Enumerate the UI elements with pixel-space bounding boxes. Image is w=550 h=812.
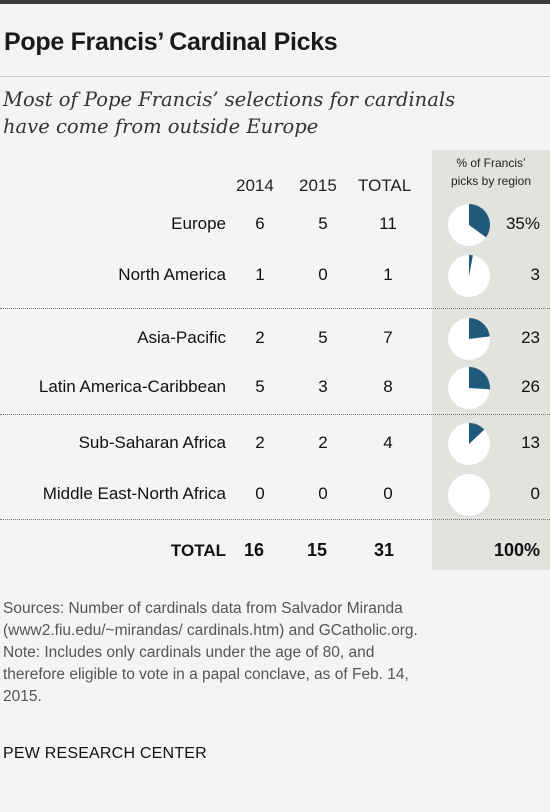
pew-research-center-credit: PEW RESEARCH CENTER <box>3 745 207 762</box>
value-2015: 0 <box>318 265 328 284</box>
value-2015: 3 <box>318 377 328 396</box>
group-divider-1 <box>0 308 550 309</box>
total-2015: 15 <box>306 540 328 560</box>
chart-subtitle: Most of Pope Francis’ selections for car… <box>3 86 548 140</box>
pie-slice <box>469 204 490 238</box>
region-pie <box>448 318 490 360</box>
region-label: Asia-Pacific <box>137 328 226 347</box>
value-2014: 6 <box>255 214 265 233</box>
value-2014: 5 <box>255 377 265 396</box>
value-2015: 5 <box>318 328 328 347</box>
value-total: 11 <box>379 214 397 233</box>
region-pie <box>448 204 490 246</box>
percent-header-line-2: picks by region <box>450 174 532 188</box>
pie-slice <box>469 255 473 276</box>
subtitle-line-1: Most of Pope Francis’ selections for car… <box>3 88 456 111</box>
value-total: 1 <box>383 265 393 284</box>
region-label: Europe <box>171 214 226 233</box>
title-divider <box>0 76 550 77</box>
percent-label: 3 <box>530 265 540 284</box>
value-2014: 1 <box>255 265 265 284</box>
percent-label: 23 <box>521 328 540 347</box>
pie-slice <box>469 423 485 444</box>
region-label: Middle East-North Africa <box>42 484 226 503</box>
chart-title: Pope Francis’ Cardinal Picks <box>4 28 338 56</box>
value-total: 8 <box>383 377 393 396</box>
notes-line-4: therefore eligible to vote in a papal co… <box>3 666 409 683</box>
total-total: 31 <box>373 540 395 560</box>
notes-line-2: (www2.fiu.edu/~mirandas/ cardinals.htm) … <box>3 622 418 639</box>
region-pie <box>448 367 491 409</box>
value-2014: 2 <box>255 433 265 452</box>
value-2015: 2 <box>318 433 328 452</box>
column-header-2015: 2015 <box>299 176 337 195</box>
pie-slice <box>469 367 491 390</box>
source-notes: Sources: Number of cardinals data from S… <box>3 598 548 708</box>
notes-line-3: Note: Includes only cardinals under the … <box>3 644 375 661</box>
top-rule <box>0 0 550 4</box>
total-2014: 16 <box>243 540 265 560</box>
percent-header-line-1: % of Francis’ <box>456 156 526 170</box>
percent-label: 26 <box>521 377 540 396</box>
percent-label: 13 <box>521 433 540 452</box>
region-label: Latin America-Caribbean <box>38 377 226 396</box>
region-pie <box>448 474 490 516</box>
subtitle-line-2: have come from outside Europe <box>3 115 319 138</box>
column-header-percent: % of Francis’ picks by region <box>432 154 550 190</box>
percent-label: 35% <box>505 214 540 233</box>
value-2014: 0 <box>255 484 265 503</box>
region-label: North America <box>118 265 226 284</box>
value-2014: 2 <box>255 328 265 347</box>
notes-line-1: Sources: Number of cardinals data from S… <box>3 600 403 617</box>
pie-background <box>448 474 490 516</box>
group-divider-3 <box>0 519 550 520</box>
column-header-2014: 2014 <box>236 176 274 195</box>
column-header-total: TOTAL <box>358 176 412 195</box>
notes-line-5: 2015. <box>3 688 42 705</box>
group-divider-2 <box>0 414 550 415</box>
region-pie <box>448 423 490 465</box>
pie-slice <box>469 318 490 339</box>
region-label: Sub-Saharan Africa <box>78 433 226 452</box>
value-total: 4 <box>383 433 393 452</box>
value-2015: 5 <box>318 214 328 233</box>
value-total: 0 <box>383 484 393 503</box>
region-pie <box>448 255 490 297</box>
total-percent: 100% <box>493 540 540 560</box>
value-2015: 0 <box>318 484 328 503</box>
total-row-label: TOTAL <box>170 541 226 560</box>
value-total: 7 <box>383 328 393 347</box>
percent-label: 0 <box>530 484 540 503</box>
